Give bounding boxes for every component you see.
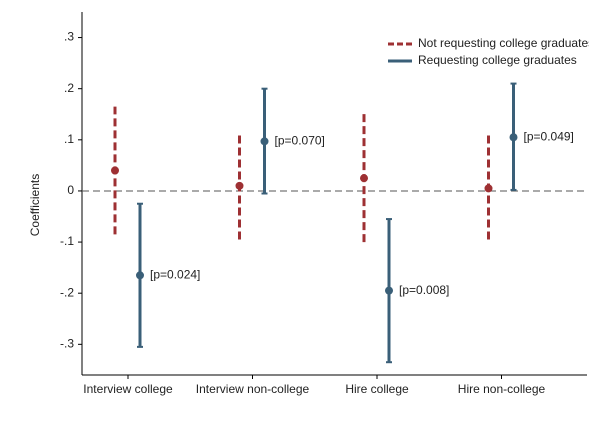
y-tick-label: .1 <box>64 132 74 146</box>
point <box>111 166 119 175</box>
legend-label: Not requesting college graduates <box>418 36 589 50</box>
y-axis-label: Coefficients <box>28 174 42 236</box>
y-tick-label: .3 <box>64 30 74 44</box>
p-label: [p=0.024] <box>150 267 200 281</box>
x-tick-label: Interview college <box>83 382 173 396</box>
y-tick-label: 0 <box>67 183 74 197</box>
point <box>509 133 518 142</box>
x-tick-label: Interview non-college <box>196 382 310 396</box>
p-label: [p=0.049] <box>524 129 574 143</box>
point <box>385 286 393 295</box>
point <box>260 137 269 146</box>
p-label: [p=0.008] <box>399 283 449 297</box>
x-tick-label: Hire non-college <box>458 382 546 396</box>
y-tick-label: -.3 <box>60 336 74 350</box>
y-tick-label: -.1 <box>60 234 74 248</box>
legend-label: Requesting college graduates <box>418 53 577 67</box>
point <box>360 174 368 183</box>
y-tick-label: -.2 <box>60 285 74 299</box>
point <box>235 181 244 190</box>
y-tick-label: .2 <box>64 81 74 95</box>
point <box>484 184 493 193</box>
point <box>136 271 144 280</box>
x-tick-label: Hire college <box>345 382 409 396</box>
p-label: [p=0.070] <box>275 134 325 148</box>
